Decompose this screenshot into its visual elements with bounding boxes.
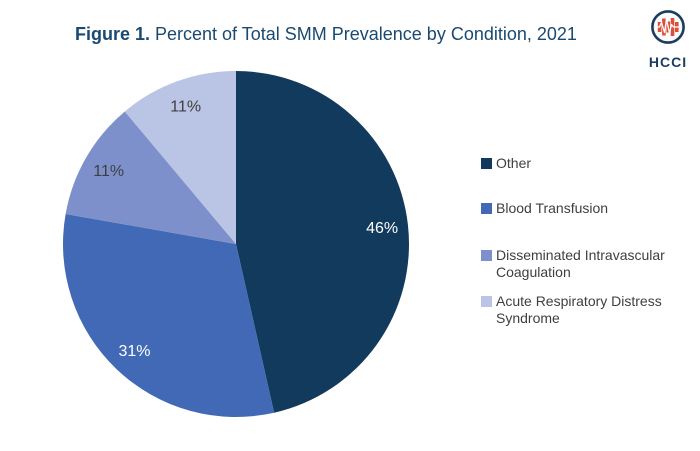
pie-slice-2 xyxy=(65,111,236,244)
pie-slice-label-3: 11% xyxy=(170,98,201,115)
legend-item-other: Other xyxy=(481,155,686,172)
legend-swatch-other xyxy=(481,158,492,169)
figure-title: Figure 1. Percent of Total SMM Prevalenc… xyxy=(75,24,577,45)
legend-item-blood-transfusion: Blood Transfusion xyxy=(481,200,686,217)
pie-slice-1 xyxy=(63,213,275,417)
legend-swatch-acute-respiratory-distress-syndrome xyxy=(481,296,492,307)
pie-slice-label-1: 31% xyxy=(118,343,150,360)
legend: Other Blood Transfusion Disseminated Int… xyxy=(481,155,686,327)
legend-swatch-blood-transfusion xyxy=(481,203,492,214)
legend-item-acute-respiratory-distress-syndrome: Acute Respiratory Distress Syndrome xyxy=(481,293,686,327)
legend-label-disseminated-intravascular-coagulation: Disseminated Intravascular Coagulation xyxy=(496,247,665,280)
legend-label-other: Other xyxy=(496,155,532,171)
legend-item-disseminated-intravascular-coagulation: Disseminated Intravascular Coagulation xyxy=(481,247,686,281)
figure-title-text: Percent of Total SMM Prevalence by Condi… xyxy=(150,24,577,44)
legend-swatch-disseminated-intravascular-coagulation xyxy=(481,250,492,261)
hcci-logo-text: HCCI xyxy=(648,54,688,70)
pie-slice-label-2: 11% xyxy=(93,163,124,180)
pie-slice-label-0: 46% xyxy=(366,220,398,237)
hcci-logo: HCCI xyxy=(644,6,692,70)
pie-chart: 46% 31% 11% 11% xyxy=(63,71,409,417)
legend-label-acute-respiratory-distress-syndrome: Acute Respiratory Distress Syndrome xyxy=(496,293,662,326)
pie-slice-3 xyxy=(124,71,236,244)
legend-label-blood-transfusion: Blood Transfusion xyxy=(496,200,609,216)
pie-slice-0 xyxy=(236,71,409,413)
hcci-logo-icon xyxy=(651,10,685,44)
figure-number-label: Figure 1. xyxy=(75,24,151,44)
